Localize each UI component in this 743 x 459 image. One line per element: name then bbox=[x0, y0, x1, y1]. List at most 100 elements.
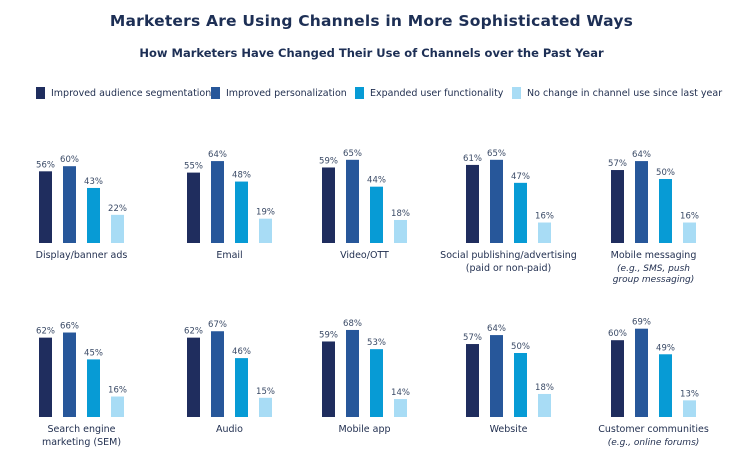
bar-g2-s3 bbox=[394, 219, 407, 243]
bar-g3-s3 bbox=[538, 222, 551, 243]
bar-g0-s0 bbox=[39, 171, 52, 243]
bar-g0-s3 bbox=[111, 214, 124, 243]
category-label-g1-l0: Email bbox=[216, 250, 242, 261]
legend-swatch-segmentation bbox=[36, 87, 45, 99]
bar-value-label-g7-s0: 59% bbox=[319, 330, 338, 340]
bar-value-label-g0-s1: 60% bbox=[60, 155, 79, 165]
bar-value-label-g4-s1: 64% bbox=[632, 150, 651, 160]
bar-value-label-g4-s2: 50% bbox=[656, 168, 675, 178]
bar-g3-s2 bbox=[514, 182, 527, 243]
category-sublabel-g9-l0: (e.g., online forums) bbox=[608, 438, 700, 448]
legend-label-personalization: Improved personalization bbox=[226, 87, 347, 99]
bar-value-label-g8-s2: 50% bbox=[511, 342, 530, 352]
bar-g5-s1 bbox=[63, 332, 76, 417]
category-label-g8-l0: Website bbox=[490, 424, 528, 435]
bar-g4-s0 bbox=[611, 170, 624, 243]
category-label-g4-l0: Mobile messaging bbox=[611, 250, 697, 261]
bar-value-label-g3-s3: 16% bbox=[535, 212, 554, 222]
bar-value-label-g6-s3: 15% bbox=[256, 387, 275, 397]
bar-value-label-g1-s3: 19% bbox=[256, 208, 275, 218]
legend-item-functionality: Expanded user functionality bbox=[355, 87, 503, 99]
bar-g0-s2 bbox=[87, 187, 100, 243]
bar-value-label-g7-s2: 53% bbox=[367, 338, 386, 348]
bar-g6-s3 bbox=[259, 397, 272, 417]
bar-g7-s0 bbox=[322, 341, 335, 417]
bar-value-label-g0-s0: 56% bbox=[36, 160, 55, 170]
bar-g4-s1 bbox=[635, 161, 648, 243]
bar-g0-s1 bbox=[63, 166, 76, 243]
bar-value-label-g7-s1: 68% bbox=[343, 319, 362, 329]
bar-g5-s3 bbox=[111, 396, 124, 417]
bar-value-label-g9-s1: 69% bbox=[632, 318, 651, 328]
bar-g8-s1 bbox=[490, 335, 503, 417]
bar-g9-s2 bbox=[659, 354, 672, 417]
bar-g4-s2 bbox=[659, 179, 672, 243]
category-label-g6-l0: Audio bbox=[216, 424, 243, 435]
bar-g2-s2 bbox=[370, 186, 383, 243]
bar-value-label-g3-s2: 47% bbox=[511, 172, 530, 182]
bar-g9-s0 bbox=[611, 340, 624, 417]
bar-g5-s0 bbox=[39, 337, 52, 417]
bar-value-label-g2-s2: 44% bbox=[367, 176, 386, 186]
legend-swatch-functionality bbox=[355, 87, 364, 99]
bar-value-label-g5-s3: 16% bbox=[108, 386, 127, 396]
category-sublabel-g3-l0: (paid or non-paid) bbox=[466, 263, 552, 274]
category-label-g0-l0: Display/banner ads bbox=[36, 250, 128, 261]
bar-g8-s2 bbox=[514, 353, 527, 417]
bar-g7-s2 bbox=[370, 349, 383, 417]
category-label-g3-l0: Social publishing/advertising bbox=[440, 250, 577, 261]
bar-value-label-g1-s2: 48% bbox=[232, 171, 251, 181]
legend-label-functionality: Expanded user functionality bbox=[370, 87, 504, 99]
bar-value-label-g4-s3: 16% bbox=[680, 212, 699, 222]
bar-g1-s1 bbox=[211, 161, 224, 243]
legend-item-no-change: No change in channel use since last year bbox=[512, 87, 722, 99]
legend-label-no-change: No change in channel use since last year bbox=[527, 87, 723, 99]
legend-label-segmentation: Improved audience segmentation bbox=[51, 87, 212, 99]
chart-subtitle: How Marketers Have Changed Their Use of … bbox=[139, 46, 604, 60]
bar-g3-s1 bbox=[490, 159, 503, 243]
bar-g6-s2 bbox=[235, 358, 248, 417]
bar-g1-s2 bbox=[235, 181, 248, 243]
bar-value-label-g6-s0: 62% bbox=[184, 327, 203, 337]
category-label-g7-l0: Mobile app bbox=[338, 424, 390, 435]
legend-swatch-personalization bbox=[211, 87, 220, 99]
legend-swatch-no-change bbox=[512, 87, 521, 99]
category-sublabel-g4-l0: (e.g., SMS, push bbox=[617, 264, 690, 274]
bar-g1-s3 bbox=[259, 218, 272, 243]
bar-value-label-g3-s0: 61% bbox=[463, 154, 482, 164]
bar-value-label-g2-s0: 59% bbox=[319, 156, 338, 166]
bar-value-label-g5-s2: 45% bbox=[84, 348, 103, 358]
category-label-g5-l0: Search engine bbox=[47, 424, 115, 435]
bar-value-label-g9-s3: 13% bbox=[680, 389, 699, 399]
bar-value-label-g4-s0: 57% bbox=[608, 159, 627, 169]
bar-g9-s1 bbox=[635, 328, 648, 417]
bar-value-label-g9-s0: 60% bbox=[608, 329, 627, 339]
bar-value-label-g9-s2: 49% bbox=[656, 343, 675, 353]
category-label-g5-l1: marketing (SEM) bbox=[42, 437, 121, 448]
bar-g9-s3 bbox=[683, 400, 696, 417]
bar-value-label-g8-s0: 57% bbox=[463, 333, 482, 343]
bar-value-label-g0-s2: 43% bbox=[84, 177, 103, 187]
bar-value-label-g6-s1: 67% bbox=[208, 320, 227, 330]
bar-value-label-g5-s0: 62% bbox=[36, 327, 55, 337]
bar-value-label-g8-s3: 18% bbox=[535, 383, 554, 393]
bar-g8-s0 bbox=[466, 344, 479, 417]
bar-value-label-g1-s0: 55% bbox=[184, 162, 203, 172]
bar-g6-s1 bbox=[211, 331, 224, 417]
bar-g7-s1 bbox=[346, 329, 359, 417]
bar-value-label-g1-s1: 64% bbox=[208, 150, 227, 160]
bar-g8-s3 bbox=[538, 393, 551, 417]
bar-value-label-g2-s1: 65% bbox=[343, 149, 362, 159]
bar-g1-s0 bbox=[187, 172, 200, 243]
bar-g3-s0 bbox=[466, 164, 479, 243]
bar-value-label-g7-s3: 14% bbox=[391, 388, 410, 398]
bar-g4-s3 bbox=[683, 222, 696, 243]
category-label-g9-l0: Customer communities bbox=[598, 424, 709, 435]
bar-g6-s0 bbox=[187, 337, 200, 417]
legend-item-personalization: Improved personalization bbox=[211, 87, 347, 99]
bar-value-label-g8-s1: 64% bbox=[487, 324, 506, 334]
bar-value-label-g3-s1: 65% bbox=[487, 149, 506, 159]
bar-g2-s1 bbox=[346, 159, 359, 243]
category-label-g2-l0: Video/OTT bbox=[340, 250, 389, 261]
